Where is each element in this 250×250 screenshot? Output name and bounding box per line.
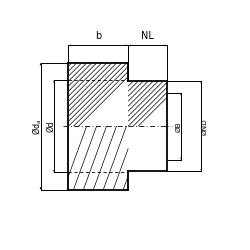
- Text: NL: NL: [141, 30, 154, 40]
- Text: Ød: Ød: [46, 120, 56, 132]
- Polygon shape: [40, 63, 42, 65]
- Polygon shape: [53, 80, 55, 82]
- Text: ØB: ØB: [175, 121, 181, 132]
- Polygon shape: [128, 44, 131, 46]
- Polygon shape: [68, 44, 71, 46]
- Polygon shape: [180, 158, 182, 160]
- Text: b: b: [95, 30, 102, 40]
- Polygon shape: [180, 92, 182, 95]
- Text: Ød$_a$: Ød$_a$: [31, 118, 44, 134]
- Polygon shape: [200, 81, 202, 84]
- Polygon shape: [40, 187, 42, 190]
- Text: ØND: ØND: [201, 118, 207, 134]
- Polygon shape: [164, 44, 166, 46]
- Polygon shape: [200, 169, 202, 172]
- Polygon shape: [53, 170, 55, 172]
- Polygon shape: [126, 44, 128, 46]
